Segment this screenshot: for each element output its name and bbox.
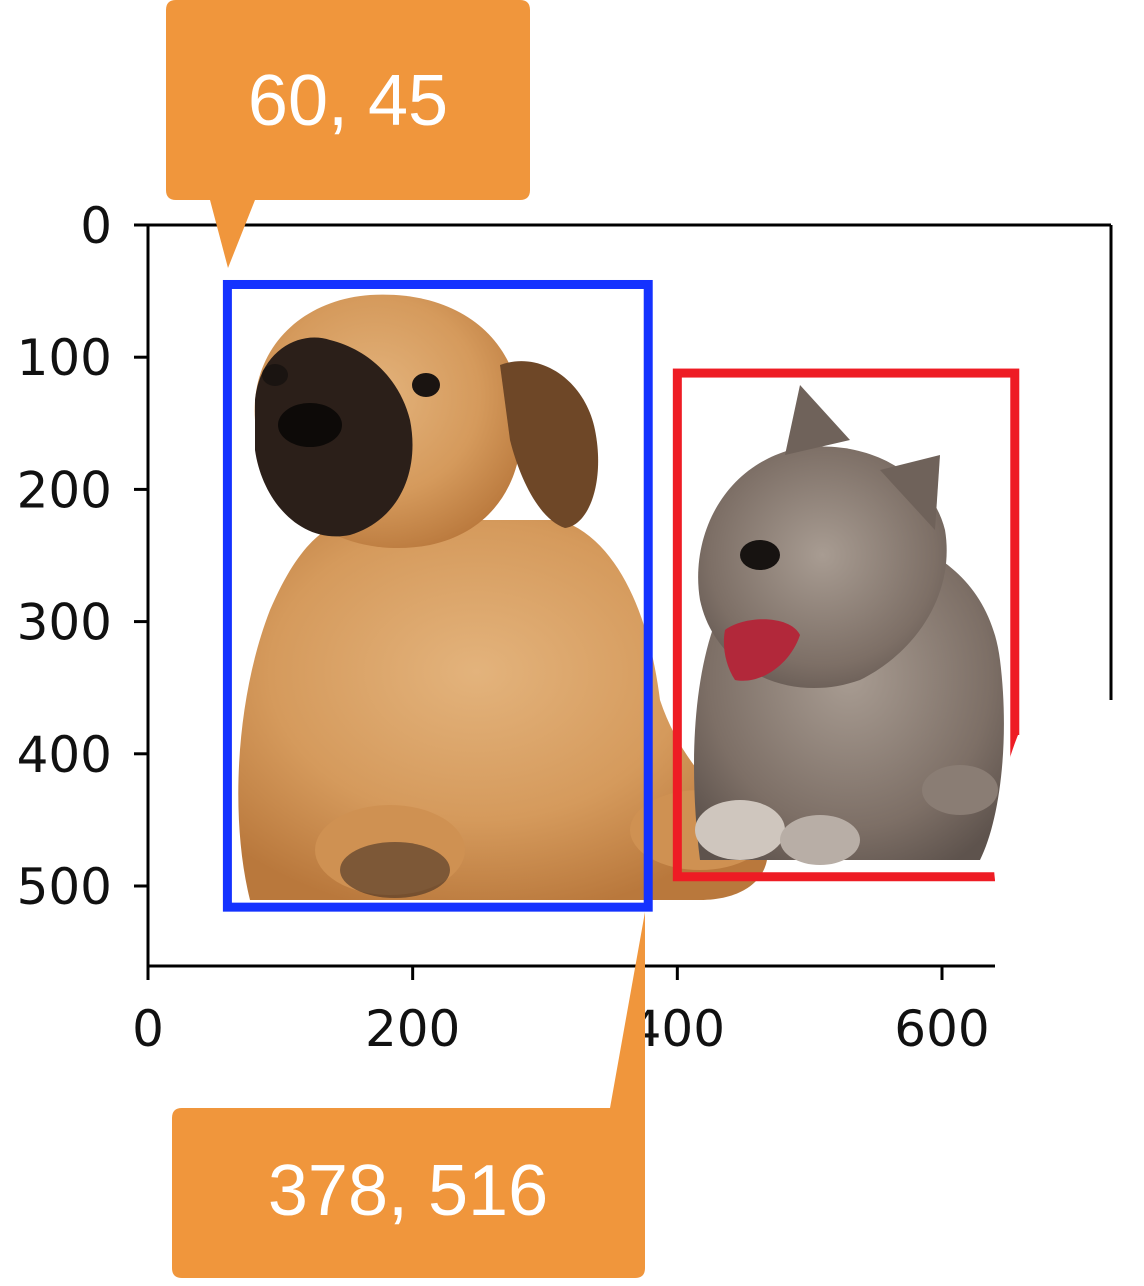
dog-bounding-box (222, 279, 653, 912)
bounding-boxes (222, 279, 1020, 912)
x-tick-label: 600 (894, 1000, 989, 1058)
callout-top-left-corner: 60, 45 (166, 0, 530, 268)
corner-mask (993, 735, 1144, 1286)
y-ticks: 0 100 200 300 400 500 (17, 197, 148, 916)
callout-text: 378, 516 (268, 1151, 548, 1231)
y-tick-label: 400 (17, 726, 112, 784)
x-tick-label: 400 (630, 1000, 725, 1058)
y-tick-label: 300 (17, 594, 112, 652)
callout-bubble (166, 0, 530, 268)
y-tick-label: 0 (80, 197, 112, 255)
photo-dog-and-cat (150, 228, 1110, 966)
y-tick-label: 500 (17, 858, 112, 916)
y-tick-label: 200 (17, 461, 112, 519)
cat-illustration (694, 385, 1004, 865)
x-ticks: 0 200 400 600 (132, 966, 990, 1058)
callout-bubble (172, 912, 645, 1278)
dog-illustration (238, 294, 770, 900)
axes: 0 200 400 600 0 100 200 300 400 500 (17, 197, 1113, 1058)
x-tick-label: 200 (365, 1000, 460, 1058)
y-tick-label: 100 (17, 329, 112, 387)
callout-text: 60, 45 (248, 61, 448, 141)
x-tick-label: 0 (132, 1000, 164, 1058)
cat-bounding-box (672, 368, 1020, 882)
callout-bottom-right-corner: 378, 516 (172, 912, 645, 1278)
